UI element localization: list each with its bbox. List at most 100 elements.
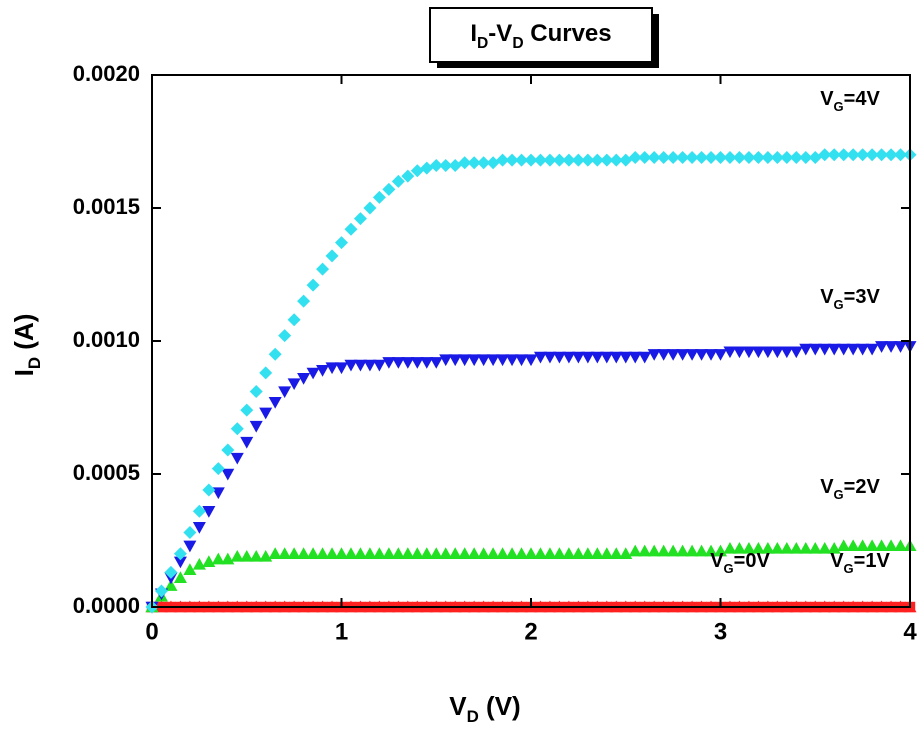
marker bbox=[581, 547, 595, 559]
marker bbox=[183, 540, 197, 553]
marker bbox=[751, 541, 765, 554]
marker bbox=[297, 373, 311, 385]
marker bbox=[202, 506, 216, 518]
x-tick-label: 4 bbox=[903, 618, 917, 645]
marker bbox=[268, 396, 282, 409]
marker bbox=[173, 571, 187, 583]
marker bbox=[818, 343, 832, 356]
marker bbox=[429, 357, 443, 369]
marker bbox=[505, 354, 519, 367]
marker bbox=[827, 343, 841, 356]
marker bbox=[581, 351, 595, 364]
marker bbox=[335, 362, 348, 375]
marker bbox=[875, 148, 889, 162]
marker bbox=[382, 357, 396, 369]
marker bbox=[543, 351, 557, 364]
marker bbox=[230, 549, 244, 562]
marker bbox=[761, 541, 775, 554]
marker bbox=[714, 150, 727, 164]
marker bbox=[619, 351, 633, 364]
marker bbox=[496, 354, 510, 367]
marker bbox=[666, 349, 680, 361]
marker bbox=[211, 462, 225, 476]
marker bbox=[742, 150, 756, 164]
marker bbox=[297, 294, 311, 308]
marker bbox=[372, 359, 386, 372]
marker bbox=[761, 346, 775, 359]
marker bbox=[448, 158, 462, 172]
marker bbox=[391, 547, 405, 559]
marker bbox=[571, 351, 585, 364]
marker bbox=[183, 526, 197, 540]
marker bbox=[486, 156, 500, 170]
y-axis-label: ID (A) bbox=[9, 314, 44, 377]
marker bbox=[420, 161, 434, 175]
marker bbox=[439, 547, 453, 559]
marker bbox=[164, 565, 178, 579]
marker bbox=[695, 349, 709, 361]
marker bbox=[325, 362, 339, 375]
marker bbox=[202, 483, 216, 497]
marker bbox=[382, 182, 396, 196]
y-tick-label: 0.0015 bbox=[73, 194, 140, 219]
marker bbox=[742, 541, 756, 554]
marker bbox=[827, 148, 841, 162]
marker bbox=[770, 150, 784, 164]
marker bbox=[268, 347, 282, 361]
marker bbox=[287, 547, 301, 559]
marker bbox=[249, 385, 263, 399]
marker bbox=[676, 544, 690, 557]
series-label: VG=2V bbox=[820, 476, 880, 502]
marker bbox=[837, 148, 851, 162]
chart-title: ID-VD Curves bbox=[470, 20, 611, 51]
marker bbox=[458, 156, 472, 170]
marker bbox=[401, 169, 415, 183]
marker bbox=[297, 547, 311, 559]
marker bbox=[496, 153, 510, 167]
marker bbox=[628, 351, 642, 364]
marker bbox=[638, 351, 652, 364]
marker bbox=[240, 403, 254, 417]
marker bbox=[609, 547, 623, 559]
marker bbox=[818, 541, 832, 554]
marker bbox=[192, 557, 206, 570]
marker bbox=[467, 354, 481, 367]
marker bbox=[458, 354, 472, 367]
marker bbox=[552, 351, 566, 364]
x-axis-label: VD (V) bbox=[449, 691, 520, 726]
marker bbox=[287, 378, 301, 391]
marker bbox=[533, 351, 547, 364]
marker bbox=[448, 547, 462, 559]
marker bbox=[789, 150, 803, 164]
marker bbox=[856, 148, 870, 162]
marker bbox=[278, 386, 292, 399]
marker bbox=[325, 547, 339, 559]
marker bbox=[799, 541, 813, 554]
marker bbox=[846, 343, 860, 356]
marker bbox=[429, 158, 443, 172]
marker bbox=[183, 563, 197, 575]
marker bbox=[401, 547, 415, 559]
marker bbox=[647, 349, 661, 361]
x-tick-label: 3 bbox=[714, 618, 727, 645]
marker bbox=[335, 547, 348, 559]
marker bbox=[695, 150, 709, 164]
marker bbox=[306, 278, 320, 292]
series-label: VG=0V bbox=[710, 550, 770, 576]
marker bbox=[486, 547, 500, 559]
marker bbox=[770, 346, 784, 359]
x-tick-label: 1 bbox=[335, 618, 348, 645]
series-label: VG=4V bbox=[820, 88, 880, 114]
marker bbox=[325, 249, 339, 263]
marker bbox=[154, 584, 168, 598]
marker bbox=[505, 153, 519, 167]
marker bbox=[221, 443, 235, 457]
marker bbox=[647, 150, 661, 164]
marker bbox=[666, 150, 680, 164]
marker bbox=[780, 150, 794, 164]
marker bbox=[685, 150, 699, 164]
marker bbox=[543, 547, 557, 559]
marker bbox=[846, 148, 860, 162]
marker bbox=[486, 354, 500, 367]
marker bbox=[818, 148, 832, 162]
